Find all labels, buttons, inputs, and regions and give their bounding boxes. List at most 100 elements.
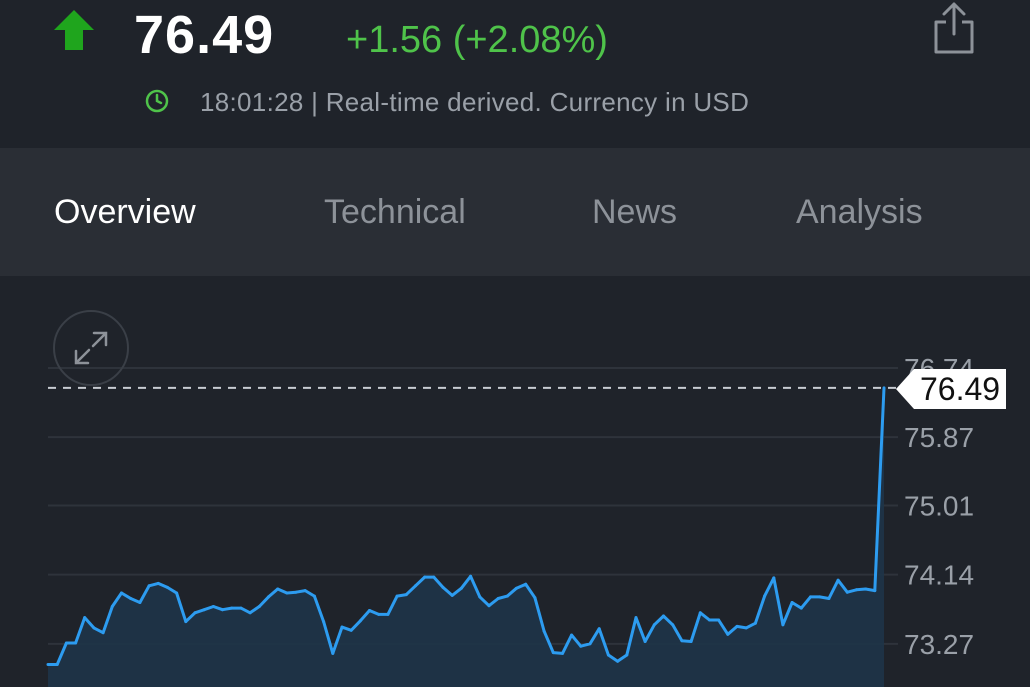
data-point xyxy=(505,594,509,598)
last-price-tag: 76.49 xyxy=(914,369,1007,409)
chart-area-fill xyxy=(48,387,884,687)
data-point xyxy=(478,595,482,599)
tab-bar: Overview Technical News Analysis xyxy=(0,148,1030,276)
data-point xyxy=(772,576,776,580)
data-point xyxy=(312,594,316,598)
data-point xyxy=(165,585,169,589)
data-point xyxy=(845,590,849,594)
price-line xyxy=(48,387,886,666)
data-point xyxy=(432,575,436,579)
y-tick-label: 75.87 xyxy=(904,422,974,453)
data-point xyxy=(689,640,693,643)
data-point xyxy=(616,659,620,663)
data-point xyxy=(441,585,445,589)
data-point xyxy=(781,623,785,627)
data-point xyxy=(395,594,399,598)
data-point xyxy=(799,606,803,610)
data-point xyxy=(46,663,50,666)
data-point xyxy=(221,608,224,612)
data-point xyxy=(873,589,877,593)
tab-analysis[interactable]: Analysis xyxy=(796,193,923,231)
data-point xyxy=(524,582,528,586)
data-point xyxy=(257,605,261,608)
data-point xyxy=(680,639,684,643)
data-point xyxy=(248,611,252,615)
y-tick-label: 75.01 xyxy=(904,491,974,522)
data-point xyxy=(726,632,730,636)
tab-news[interactable]: News xyxy=(592,193,678,231)
data-point xyxy=(101,631,105,635)
expand-chart-button[interactable] xyxy=(53,310,129,386)
data-point xyxy=(551,651,555,655)
quote-info: 18:01:28 | Real-time derived. Currency i… xyxy=(200,87,750,117)
data-point xyxy=(303,589,307,593)
tab-technical[interactable]: Technical xyxy=(324,193,466,231)
data-point xyxy=(358,619,362,623)
data-point xyxy=(404,593,408,597)
data-point xyxy=(708,618,711,622)
data-point xyxy=(836,578,840,582)
data-point xyxy=(662,614,665,618)
data-point xyxy=(340,625,344,629)
data-point xyxy=(717,618,721,622)
data-point xyxy=(854,588,858,592)
price-tag-pointer xyxy=(896,369,914,409)
data-point xyxy=(129,597,133,600)
data-point xyxy=(533,596,537,600)
data-point xyxy=(368,609,371,612)
data-point xyxy=(120,591,123,595)
data-point xyxy=(230,606,234,610)
data-point xyxy=(643,640,647,643)
data-point xyxy=(588,642,592,646)
up-arrow-icon xyxy=(54,10,94,50)
data-point xyxy=(634,616,638,620)
data-point xyxy=(459,586,463,590)
data-point xyxy=(744,626,748,630)
data-point xyxy=(285,591,289,595)
data-point xyxy=(294,590,298,594)
data-point xyxy=(74,641,78,645)
data-point xyxy=(671,623,675,627)
data-point xyxy=(652,623,656,627)
data-point xyxy=(138,601,142,604)
data-point xyxy=(606,653,610,657)
data-point xyxy=(239,606,243,610)
expand-icon xyxy=(74,331,108,365)
data-point xyxy=(193,611,197,615)
data-point xyxy=(331,651,335,655)
data-point xyxy=(515,586,518,590)
data-point xyxy=(322,620,326,624)
data-point xyxy=(496,597,500,600)
data-point xyxy=(147,584,151,588)
data-point xyxy=(818,595,822,599)
data-point xyxy=(827,597,831,600)
data-point xyxy=(864,587,868,591)
data-point xyxy=(267,595,270,599)
data-point xyxy=(597,627,601,631)
data-point xyxy=(561,651,564,655)
data-point xyxy=(753,621,757,625)
data-point xyxy=(735,624,739,628)
current-price: 76.49 xyxy=(134,5,275,65)
data-point xyxy=(423,575,427,579)
data-point xyxy=(349,628,353,632)
data-point xyxy=(469,574,473,578)
data-point xyxy=(882,386,886,390)
clock-icon xyxy=(145,89,169,113)
data-point xyxy=(790,601,794,604)
data-point xyxy=(211,605,215,608)
y-tick-label: 73.27 xyxy=(904,629,974,660)
data-point xyxy=(809,595,812,599)
share-icon[interactable] xyxy=(928,0,980,56)
data-point xyxy=(202,608,206,612)
data-point xyxy=(276,587,280,591)
data-point xyxy=(83,616,87,620)
data-point xyxy=(487,604,491,608)
data-point xyxy=(625,653,629,657)
data-point xyxy=(377,612,381,616)
data-point xyxy=(156,581,160,585)
tab-overview[interactable]: Overview xyxy=(54,193,196,231)
data-point xyxy=(110,605,114,608)
data-point xyxy=(55,663,59,666)
